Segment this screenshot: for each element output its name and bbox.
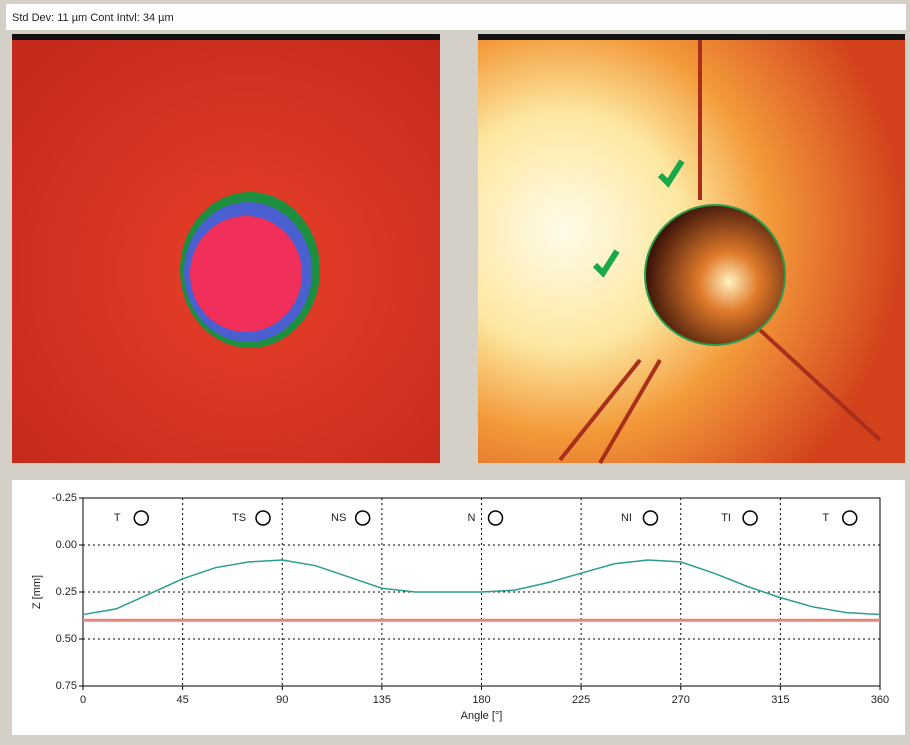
y-tick-label: 0.00 <box>56 539 77 551</box>
sector-label: T <box>822 512 829 524</box>
x-tick-label: 0 <box>80 694 86 706</box>
y-axis-label: Z [mm] <box>31 575 43 609</box>
screen: Std Dev: 11 µm Cont Intvl: 34 µm -0.25 0.… <box>0 0 910 740</box>
sector-icon <box>643 511 657 525</box>
y-tick-label: -0.25 <box>52 492 77 504</box>
y-tick-label: 0.25 <box>56 586 77 598</box>
x-tick-label: 270 <box>672 694 690 706</box>
image-top-bar <box>478 34 905 40</box>
sector-icon <box>256 511 270 525</box>
reflectance-image <box>478 40 905 463</box>
topography-image <box>12 40 440 463</box>
sector-icon <box>134 511 148 525</box>
sector-label: TI <box>721 512 731 524</box>
x-tick-label: 135 <box>373 694 391 706</box>
y-tick-label: 0.75 <box>56 680 77 692</box>
sector-label: T <box>114 512 121 524</box>
image-top-bar <box>12 34 440 40</box>
sector-icon <box>489 511 503 525</box>
x-tick-label: 360 <box>871 694 889 706</box>
y-tick-label: 0.50 <box>56 633 77 645</box>
x-tick-label: 180 <box>472 694 490 706</box>
x-axis-label: Angle [°] <box>461 710 503 722</box>
sector-icon <box>356 511 370 525</box>
sector-label: TS <box>232 512 246 524</box>
x-tick-label: 315 <box>771 694 789 706</box>
sector-label: NS <box>331 512 346 524</box>
x-tick-label: 225 <box>572 694 590 706</box>
sector-label: NI <box>621 512 632 524</box>
x-tick-label: 90 <box>276 694 288 706</box>
sector-icon <box>843 511 857 525</box>
sector-label: N <box>468 512 476 524</box>
x-tick-label: 45 <box>177 694 189 706</box>
sector-icon <box>743 511 757 525</box>
header-text: Std Dev: 11 µm Cont Intvl: 34 µm <box>12 12 174 24</box>
